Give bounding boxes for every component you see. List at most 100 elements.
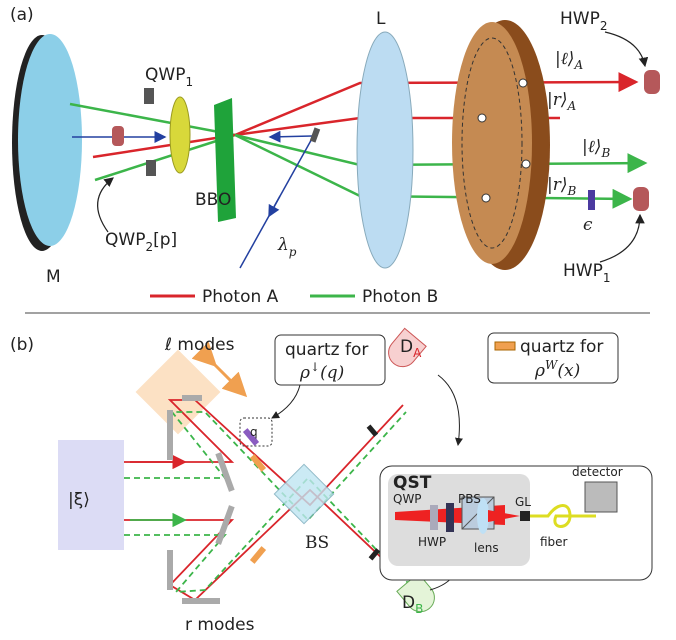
state-label: |ℓ⟩A	[555, 49, 583, 72]
source-label: |ξ⟩	[68, 490, 90, 510]
label-rho: ρ	[534, 361, 545, 381]
optics-a-part	[519, 79, 527, 87]
legend-label: Photon B	[362, 287, 438, 307]
qst-pbs: PBS	[458, 492, 481, 506]
optics-a-part	[588, 190, 595, 210]
label-text: QWP	[105, 230, 145, 250]
label-sup: ↓	[310, 360, 320, 374]
label-suffix: [p]	[153, 230, 177, 250]
label-sub: B	[567, 184, 577, 198]
optics-b-part	[182, 598, 220, 604]
beams-a-part	[70, 104, 235, 135]
qwp1-label: QWP1	[145, 65, 193, 89]
figure: (a) M QWP1 BBO λp QWP2[p] L HWP2 HWP1 ϵ …	[0, 0, 676, 640]
optics-b-part	[215, 505, 234, 545]
label-arg: (x)	[557, 361, 580, 381]
modes-label: ℓ modes	[164, 335, 235, 355]
label-sub: 1	[603, 271, 611, 285]
qst-part	[446, 503, 454, 532]
label-text: D	[400, 337, 413, 357]
label-sub: A	[567, 99, 577, 113]
callout	[272, 385, 300, 418]
qst-part	[430, 505, 438, 530]
state-label: |r⟩A	[547, 90, 577, 113]
optics-b-part	[367, 424, 379, 436]
beams-b-part	[124, 478, 410, 592]
beams-a-part	[269, 196, 280, 216]
label-text: |ℓ⟩	[555, 49, 574, 69]
optics-a-part	[452, 22, 532, 264]
optics-a-part	[146, 160, 156, 176]
qwp2-label: QWP2[p]	[105, 230, 177, 254]
optics-a-part	[633, 187, 649, 211]
beams-b	[124, 400, 410, 600]
callouts-part	[605, 32, 645, 66]
label-sub: A	[413, 346, 422, 360]
legend: Photon A Photon B	[150, 287, 438, 307]
label-sub: A	[573, 58, 583, 72]
quartz-formula: ρW(x)	[534, 358, 580, 381]
label-sub: B	[600, 146, 610, 160]
legend-label: Photon A	[202, 287, 279, 307]
label-rho: ρ	[299, 363, 310, 383]
hwp1-label: HWP1	[563, 261, 610, 285]
label-arg: (q)	[320, 363, 344, 383]
quartz-label: quartz for	[520, 337, 603, 357]
label-text: |r⟩	[547, 175, 568, 195]
mirror-part	[18, 34, 82, 246]
optics-b-part	[167, 410, 173, 460]
quartz-label: quartz for	[285, 340, 368, 360]
mirror	[12, 34, 82, 251]
optics-a-part	[482, 194, 490, 202]
label-sub: p	[289, 245, 297, 259]
lens-label: L	[376, 9, 386, 29]
optics-a-part	[112, 126, 124, 146]
optics-a-part	[357, 32, 413, 268]
label-text: |ℓ⟩	[582, 137, 601, 157]
qst-qwp: QWP	[393, 492, 422, 506]
panel-label: (a)	[10, 5, 34, 25]
callouts-part	[600, 215, 640, 262]
label-sub: 1	[185, 75, 193, 89]
optics-a-part	[310, 127, 320, 142]
label-text: HWP	[560, 9, 600, 29]
q-label: q	[250, 425, 258, 439]
quartz-icon	[495, 342, 515, 350]
state-label: |ℓ⟩B	[582, 137, 610, 160]
qst-hwp: HWP	[418, 535, 446, 549]
bbo-label: BBO	[195, 190, 231, 210]
panel-label: (b)	[10, 335, 34, 355]
qst-lens: lens	[474, 541, 499, 555]
beams-b-part	[124, 412, 406, 520]
optics-a-part	[144, 88, 154, 104]
label-sub: 2	[600, 19, 608, 33]
qst-part	[520, 511, 530, 521]
rotation-arrow	[215, 365, 245, 395]
label-text: D	[402, 593, 415, 613]
qst-title: QST	[393, 473, 432, 493]
qst-gl: GL	[515, 495, 531, 509]
qst-detector: detector	[572, 465, 623, 479]
beams-a-part	[270, 136, 312, 137]
optics-a-part	[170, 97, 190, 173]
callouts-part	[98, 178, 113, 232]
label-text: |r⟩	[547, 90, 568, 110]
quartz-formula: ρ↓(q)	[299, 360, 344, 383]
label-text: QWP	[145, 65, 185, 85]
state-label: |r⟩B	[547, 175, 577, 198]
label-text: λ	[277, 235, 289, 255]
epsilon-label: ϵ	[583, 215, 593, 235]
optics-a-part	[644, 70, 660, 94]
shade	[136, 350, 221, 435]
modes-label: r modes	[185, 615, 255, 635]
pump-label: λp	[277, 235, 297, 259]
mirror-label: M	[46, 267, 61, 287]
label-text: HWP	[563, 261, 603, 281]
beams-b-part	[124, 490, 405, 600]
bs-label: BS	[305, 533, 329, 553]
callout	[438, 375, 459, 445]
optics-b-part	[215, 452, 234, 492]
hwp2-label: HWP2	[560, 9, 607, 33]
qst-part	[585, 482, 617, 512]
label-sub: 2	[145, 240, 153, 254]
